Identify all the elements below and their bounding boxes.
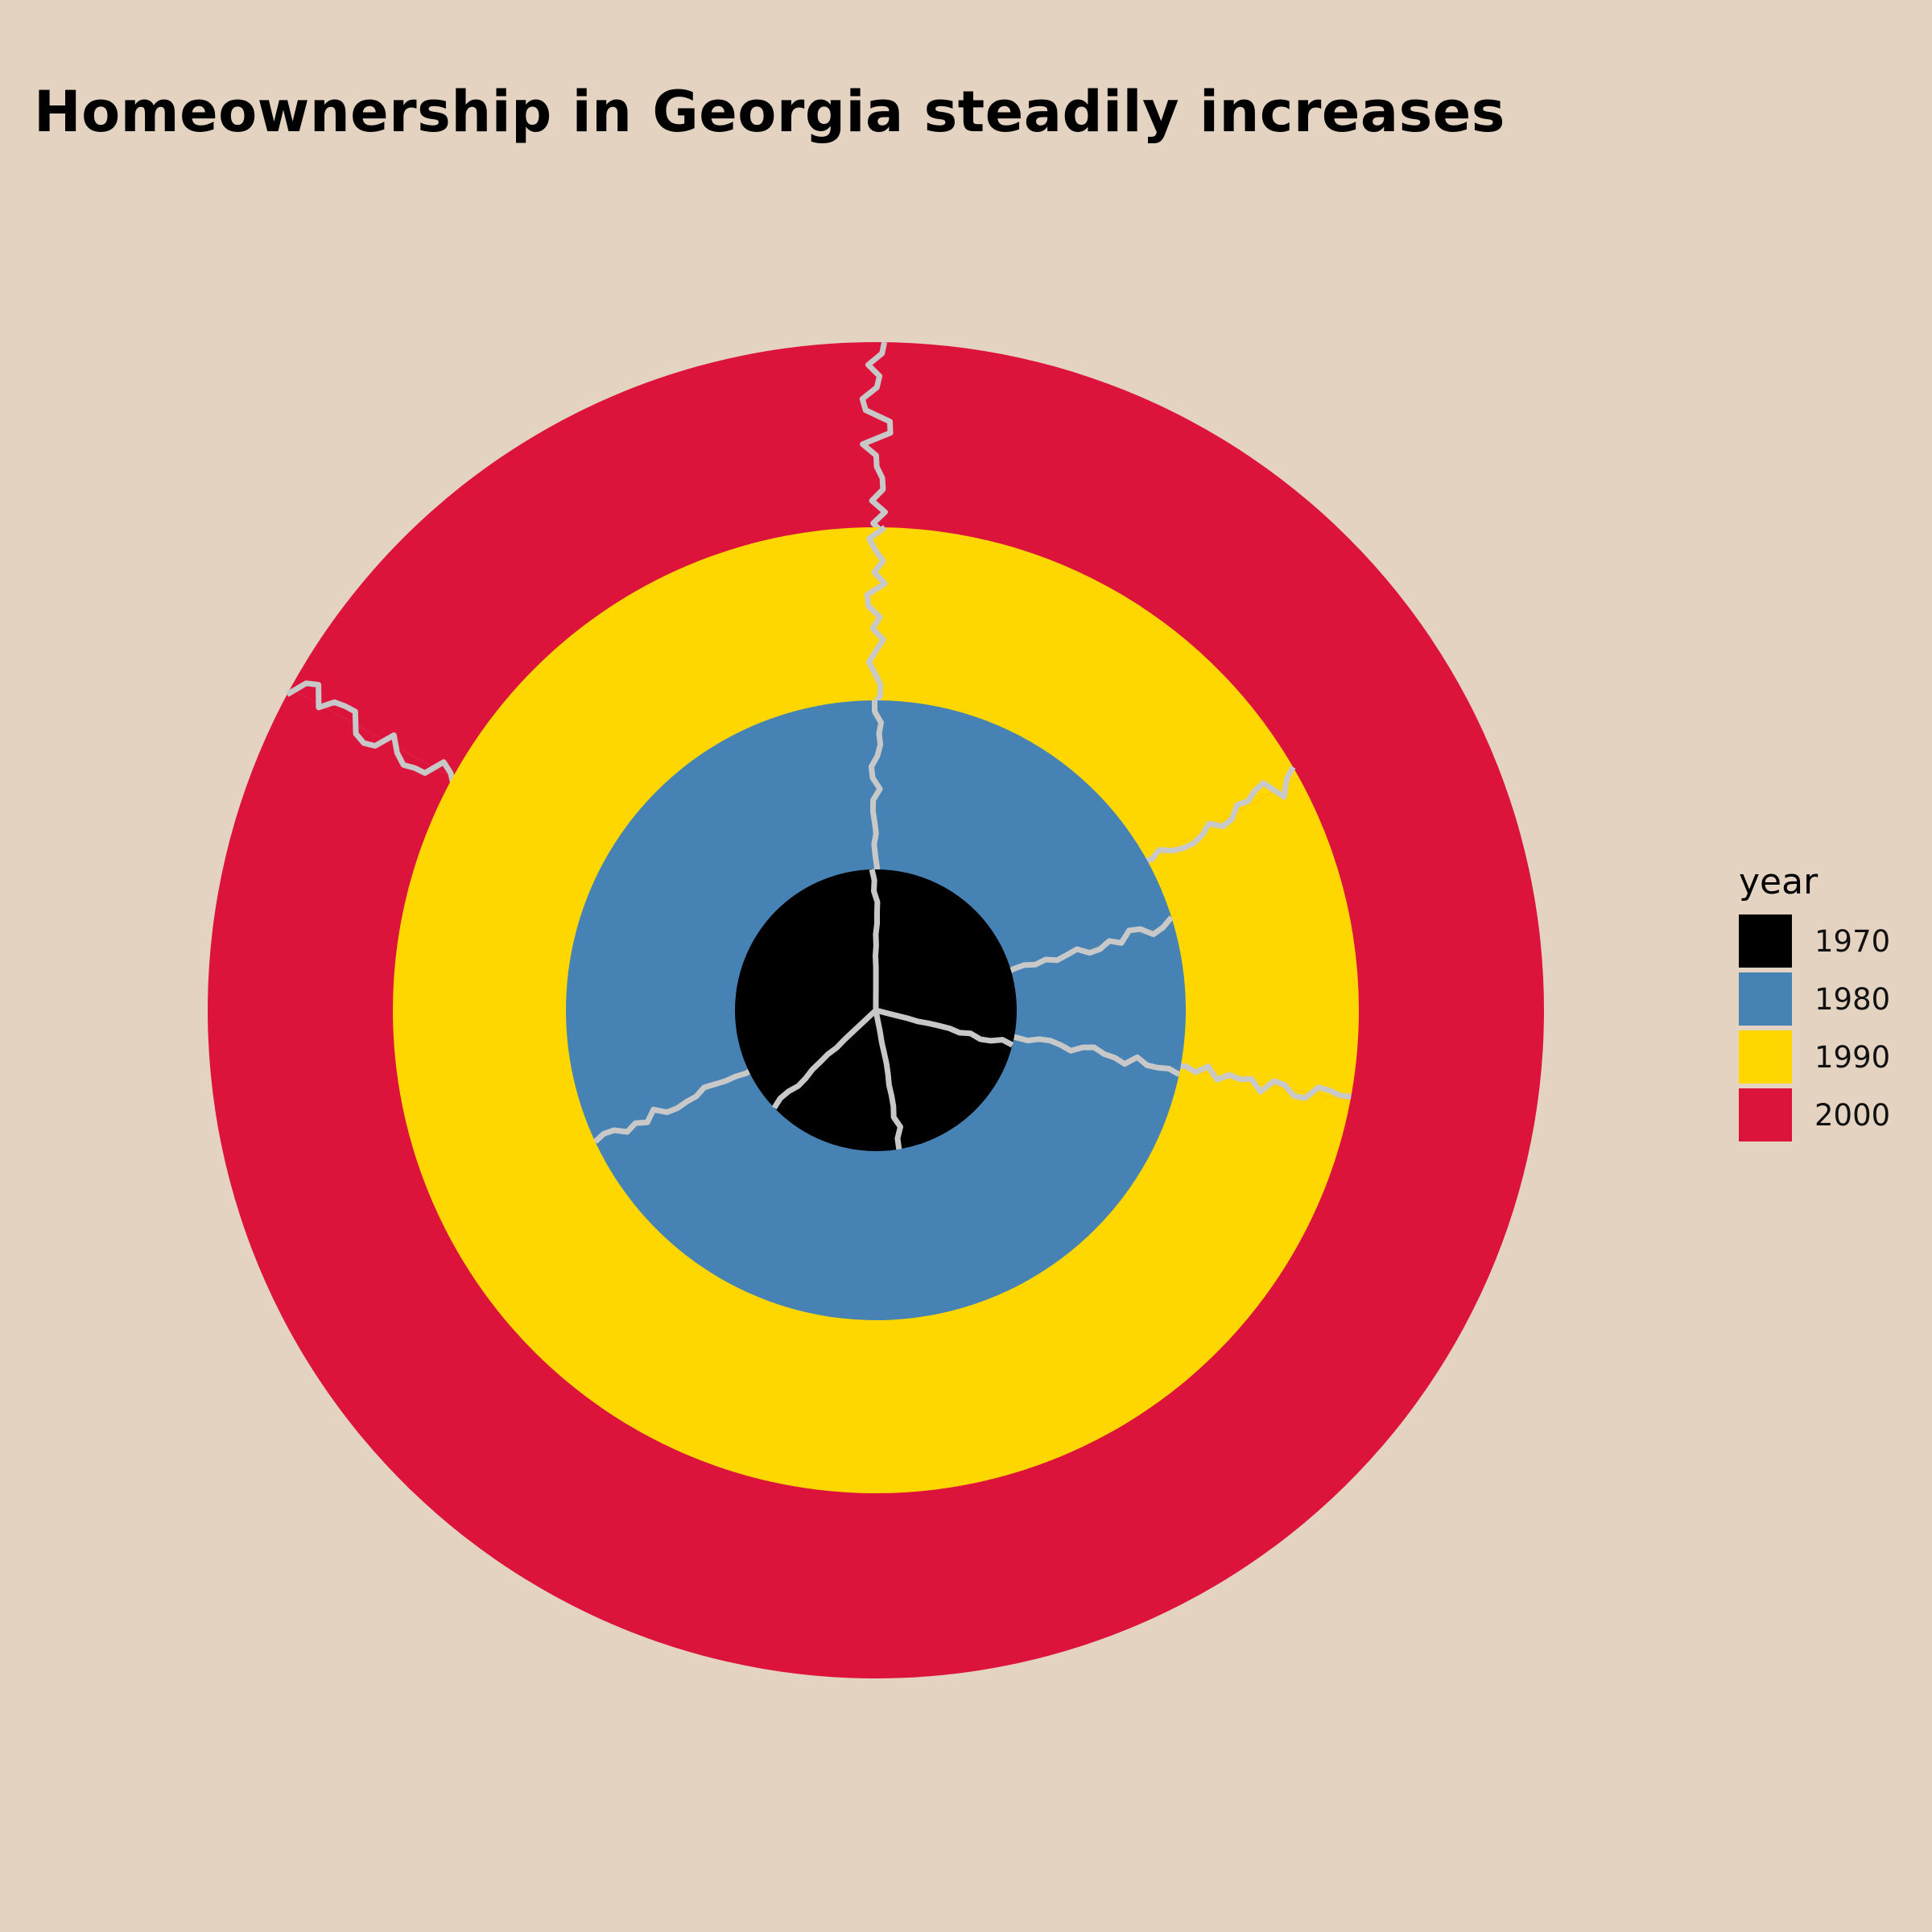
legend-label-1980: 1980	[1814, 981, 1891, 1017]
divider-1970-3	[873, 1009, 903, 1150]
legend: year 1970 1980 1990 2000	[1739, 861, 1890, 1144]
legend-item-1970: 1970	[1739, 912, 1890, 970]
legend-label-2000: 2000	[1814, 1097, 1891, 1133]
slice-1970-3	[773, 1010, 902, 1151]
slice-1970-4	[735, 869, 876, 1107]
legend-swatch-2000	[1739, 1088, 1792, 1141]
legend-item-1990: 1990	[1739, 1028, 1890, 1086]
legend-title: year	[1739, 861, 1818, 902]
slice-1970-1	[876, 869, 1017, 1046]
divider-1970-4	[771, 1008, 878, 1110]
chart-title: Homeownership in Georgia steadily increa…	[34, 79, 1505, 145]
legend-swatch-1990	[1739, 1030, 1792, 1084]
slice-1980-3	[595, 1010, 1181, 1320]
divider-1970-1	[869, 869, 881, 1010]
legend-swatch-1980	[1739, 972, 1792, 1026]
legend-label-1990: 1990	[1814, 1039, 1891, 1075]
slice-1970-2	[876, 1010, 1013, 1149]
legend-item-1980: 1980	[1739, 970, 1890, 1028]
legend-label-1970: 1970	[1814, 923, 1891, 959]
legend-swatch-1970	[1739, 914, 1792, 968]
divider-1970-2	[875, 1007, 1014, 1048]
slice-1980-2	[876, 923, 1186, 1069]
legend-item-2000: 2000	[1739, 1086, 1890, 1144]
